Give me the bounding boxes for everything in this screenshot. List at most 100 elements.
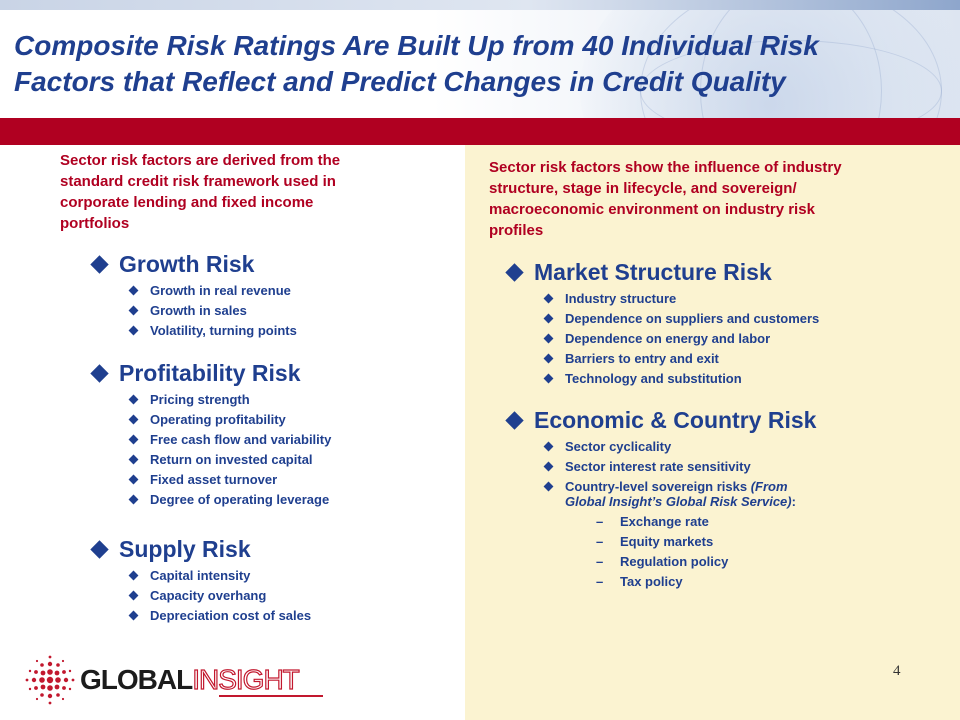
sub-list-item-label: Equity markets (620, 534, 714, 549)
title-line-2: Factors that Reflect and Predict Changes… (14, 66, 786, 97)
diamond-bullet-icon (128, 414, 139, 425)
sovereign-risk-source: (From (750, 479, 788, 494)
list-item: Fixed asset turnover (128, 472, 458, 487)
sub-item-list: – Exchange rate – Equity markets – Regulati… (503, 514, 953, 589)
diamond-bullet-icon (505, 410, 524, 430)
list-item-label: Operating profitability (150, 412, 286, 427)
diamond-bullet-icon (90, 254, 109, 274)
left-intro-line: Sector risk factors are derived from the (60, 152, 341, 169)
diamond-bullet-icon (90, 539, 109, 559)
diamond-bullet-icon (128, 494, 139, 505)
list-item: Pricing strength (128, 392, 458, 407)
left-intro-line: portfolios (60, 215, 130, 232)
diamond-bullet-icon (128, 454, 139, 465)
list-item: Sector cyclicality (543, 439, 953, 454)
diamond-bullet-icon (543, 481, 554, 492)
item-list: Pricing strength Operating profitability… (88, 392, 458, 507)
list-item: Dependence on suppliers and customers (543, 311, 953, 326)
list-item: Growth in real revenue (128, 283, 458, 298)
slide-header: Composite Risk Ratings Are Built Up from… (0, 10, 960, 118)
left-intro: Sector risk factors are derived from the… (60, 150, 460, 234)
list-item: Depreciation cost of sales (128, 608, 458, 623)
right-intro-line: macroeconomic environment on industry ri… (489, 201, 815, 218)
list-item-label: Depreciation cost of sales (150, 608, 312, 623)
list-item-label: Barriers to entry and exit (565, 351, 719, 366)
list-item: Growth in sales (128, 303, 458, 318)
list-item-label: Free cash flow and variability (150, 432, 332, 447)
list-item-label: Capacity overhang (150, 588, 267, 603)
section-heading-label: Profitability Risk (119, 359, 301, 386)
section-heading: Economic & Country Risk (503, 405, 953, 435)
diamond-bullet-icon (128, 394, 139, 405)
section-heading-label: Market Structure Risk (534, 258, 772, 285)
list-item: Sector interest rate sensitivity (543, 459, 953, 474)
slide-title: Composite Risk Ratings Are Built Up from… (14, 28, 944, 100)
dash-bullet: – (596, 554, 604, 569)
diamond-bullet-icon (543, 441, 554, 452)
right-intro-line: structure, stage in lifecycle, and sover… (489, 180, 797, 197)
left-intro-line: standard credit risk framework used in (60, 173, 336, 190)
sub-list-item-label: Exchange rate (620, 514, 709, 529)
section-profitability-risk: Profitability Risk Pricing strength Oper… (88, 358, 458, 512)
page-number: 4 (893, 663, 901, 679)
diamond-bullet-icon (543, 313, 554, 324)
list-item: Industry structure (543, 291, 953, 306)
dash-bullet: – (596, 514, 604, 529)
section-market-structure-risk: Market Structure Risk Industry structure… (503, 257, 953, 391)
list-item-label: Capital intensity (150, 568, 251, 583)
section-heading: Market Structure Risk (503, 257, 953, 287)
list-item-label: Dependence on energy and labor (565, 331, 771, 346)
item-list: Capital intensity Capacity overhang Depr… (88, 568, 458, 623)
list-item-label: Industry structure (565, 291, 677, 306)
diamond-bullet-icon (128, 570, 139, 581)
list-item-label: Dependence on suppliers and customers (565, 311, 820, 326)
red-divider-band (0, 118, 960, 145)
list-item: Technology and substitution (543, 371, 953, 386)
list-item-label: Technology and substitution (565, 371, 742, 386)
list-item: Dependence on energy and labor (543, 331, 953, 346)
diamond-bullet-icon (128, 590, 139, 601)
right-intro-line: Sector risk factors show the influence o… (489, 159, 842, 176)
list-item: Return on invested capital (128, 452, 458, 467)
list-item-label: Country-level sovereign risks (From Glob… (565, 479, 796, 509)
sub-list-item: – Exchange rate (596, 514, 953, 529)
sub-list-item: – Equity markets (596, 534, 953, 549)
sub-list-item: – Regulation policy (596, 554, 953, 569)
right-intro: Sector risk factors show the influence o… (489, 157, 949, 241)
globe-watermark (580, 10, 960, 118)
dotted-globe-icon (25, 655, 75, 705)
diamond-bullet-icon (543, 461, 554, 472)
section-heading: Profitability Risk (88, 358, 458, 388)
item-list: Industry structure Dependence on supplie… (503, 291, 953, 386)
diamond-bullet-icon (543, 373, 554, 384)
global-insight-logo: GLOBALINSIGHT (22, 650, 323, 710)
diamond-bullet-icon (543, 333, 554, 344)
list-item-label: Sector cyclicality (565, 439, 672, 454)
section-heading-label: Economic & Country Risk (534, 406, 817, 433)
sovereign-risk-text: Country-level sovereign risks (565, 479, 751, 494)
logo-word-insight: INSIGHT (192, 663, 301, 695)
list-item-label: Fixed asset turnover (150, 472, 278, 487)
diamond-bullet-icon (505, 262, 524, 282)
section-heading-label: Supply Risk (119, 535, 251, 562)
sub-list-item-label: Tax policy (620, 574, 683, 589)
list-item-label: Pricing strength (150, 392, 250, 407)
diamond-bullet-icon (543, 353, 554, 364)
list-item-label: Sector interest rate sensitivity (565, 459, 751, 474)
section-growth-risk: Growth Risk Growth in real revenue Growt… (88, 249, 458, 343)
dash-bullet: – (596, 574, 604, 589)
diamond-bullet-icon (128, 474, 139, 485)
list-item-label: Degree of operating leverage (150, 492, 330, 507)
list-item: Country-level sovereign risks (From Glob… (543, 479, 953, 509)
sovereign-risk-colon: : (791, 494, 796, 509)
diamond-bullet-icon (128, 305, 139, 316)
left-intro-line: corporate lending and fixed income (60, 194, 314, 211)
item-list: Growth in real revenue Growth in sales V… (88, 283, 458, 338)
list-item: Degree of operating leverage (128, 492, 458, 507)
diamond-bullet-icon (128, 610, 139, 621)
logo-wordmark: GLOBALINSIGHT (80, 663, 301, 696)
right-intro-line: profiles (489, 222, 544, 239)
item-list: Sector cyclicality Sector interest rate … (503, 439, 953, 509)
list-item: Capacity overhang (128, 588, 458, 603)
list-item: Operating profitability (128, 412, 458, 427)
